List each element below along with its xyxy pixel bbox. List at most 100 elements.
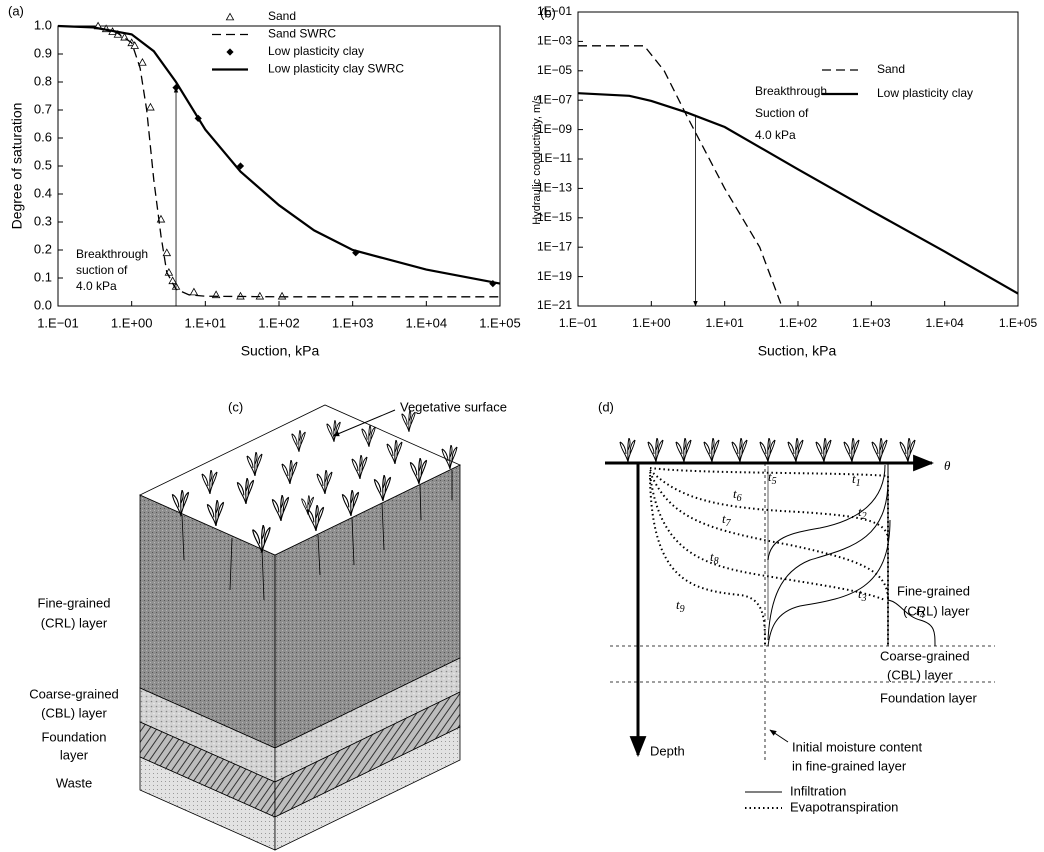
time-sub: 8 — [714, 556, 719, 567]
y-tick-label: 1E−09 — [537, 122, 572, 136]
surface-arrow — [332, 409, 396, 437]
marker — [189, 287, 199, 296]
note-arrow — [769, 729, 789, 743]
panel-label: (a) — [8, 3, 24, 18]
y-tick-label: 1E−21 — [537, 298, 572, 312]
y-tick-label: 0.1 — [34, 269, 52, 284]
evapotranspiration-curves — [649, 467, 889, 647]
boundaries — [610, 463, 995, 760]
legend-label: Sand — [268, 9, 296, 23]
layer-label: Waste — [56, 775, 92, 790]
layer-label: Fine-grained — [38, 595, 111, 610]
time-label: t9 — [676, 597, 685, 615]
y-tick-label: 0.5 — [34, 157, 52, 172]
time-sub: 1 — [856, 478, 861, 489]
y-tick-label: 1E−11 — [538, 151, 572, 165]
marker — [277, 291, 287, 300]
y-axis-title: Hydraulic conductivity, m/s — [531, 95, 543, 225]
layer-label: (CRL) layer — [903, 603, 970, 618]
legend-marker — [226, 48, 234, 56]
x-tick-label: 1.E+02 — [779, 316, 818, 330]
time-base: t — [710, 549, 714, 564]
y-tick-label: 0.0 — [34, 297, 52, 312]
time-sub: 9 — [680, 604, 685, 615]
x-tick-label: 1.E+03 — [332, 315, 374, 330]
x-axis-title: Suction, kPa — [241, 343, 320, 359]
x-tick-label: 1.E+01 — [705, 316, 744, 330]
x-tick-label: 1.E+05 — [999, 316, 1038, 330]
series-line — [57, 25, 500, 298]
time-base: t — [916, 603, 920, 618]
panel-label: (d) — [598, 399, 614, 414]
note: in fine-grained layer — [792, 758, 907, 773]
layer-labels: Fine-grained (CRL) layer Coarse-grained … — [29, 595, 119, 790]
y-tick-label: 0.9 — [34, 45, 52, 60]
x-tick-label: 1.E+04 — [406, 315, 448, 330]
axis-label: Depth — [650, 743, 685, 758]
time-sub: 6 — [737, 493, 742, 504]
y-tick-label: 1E−03 — [537, 34, 572, 48]
legend-marker — [225, 12, 235, 21]
time-sub: 7 — [726, 518, 732, 529]
time-base: t — [858, 586, 862, 601]
time-label: t2 — [858, 504, 867, 522]
legend-label: Low plasticity clay SWRC — [268, 62, 404, 76]
marker — [146, 102, 155, 111]
marker — [162, 248, 172, 257]
y-tick-label: 0.8 — [34, 73, 52, 88]
vegetation — [619, 438, 916, 462]
legend-label: Evapotranspiration — [790, 799, 898, 814]
time-base: t — [852, 471, 856, 486]
y-tick-label: 1E−17 — [537, 239, 572, 253]
x-tick-label: 1.E−01 — [37, 315, 79, 330]
time-label: t4 — [916, 603, 925, 621]
x-tick-label: 1.E+02 — [258, 315, 300, 330]
y-tick-label: 0.3 — [34, 213, 52, 228]
layer-label: Fine-grained — [897, 583, 970, 598]
y-tick-label: 0.2 — [34, 241, 52, 256]
legend-label: Sand — [877, 62, 905, 76]
annotation: Breakthrough — [76, 247, 148, 261]
y-tick-label: 1E−07 — [537, 92, 572, 106]
x-tick-label: 1.E+05 — [479, 315, 521, 330]
layer-label: layer — [60, 747, 89, 762]
legend-label: Infiltration — [790, 783, 846, 798]
time-labels: t1 t2 t3 t4 t5 t6 t7 t8 t9 — [676, 469, 925, 621]
legend-label: Low plasticity clay — [877, 86, 973, 100]
y-axis-title: Degree of saturation — [9, 103, 25, 230]
x-tick-label: 1.E−01 — [559, 316, 598, 330]
layer-label: (CRL) layer — [41, 615, 108, 630]
layer-label: Foundation layer — [880, 690, 978, 705]
panel-d: (d) θ Depth t1 t2 t3 t4 t5 t6 t7 t8 t9 F… — [598, 399, 995, 814]
time-sub: 2 — [862, 511, 867, 522]
layer-label: Foundation — [41, 729, 106, 744]
y-tick-label: 1E−13 — [537, 181, 572, 195]
y-tick-label: 1E−01 — [537, 4, 572, 18]
y-tick-label: 0.6 — [34, 129, 52, 144]
y-tick-label: 1E−19 — [537, 269, 572, 283]
annotation: 4.0 kPa — [755, 128, 796, 142]
layer-label: Coarse-grained — [29, 686, 119, 701]
roots — [181, 470, 453, 601]
panel-label: (c) — [228, 399, 243, 414]
annotation: Suction of — [755, 106, 809, 120]
series-line — [578, 45, 783, 307]
x-tick-label: 1.E+03 — [852, 316, 891, 330]
time-base: t — [733, 486, 737, 501]
time-label: t5 — [768, 469, 777, 487]
axis-label: θ — [944, 458, 951, 473]
y-tick-label: 0.4 — [34, 185, 52, 200]
time-base: t — [676, 597, 680, 612]
x-tick-label: 1.E+00 — [632, 316, 671, 330]
waste-layer-right — [274, 726, 461, 851]
x-tick-label: 1.E+04 — [925, 316, 964, 330]
time-label: t8 — [710, 549, 719, 567]
layer-label: (CBL) layer — [41, 705, 107, 720]
annotation: 4.0 kPa — [76, 279, 117, 293]
y-tick-label: 1E−15 — [537, 210, 572, 224]
layer-label: (CBL) layer — [887, 667, 953, 682]
time-label: t6 — [733, 486, 742, 504]
time-base: t — [768, 469, 772, 484]
